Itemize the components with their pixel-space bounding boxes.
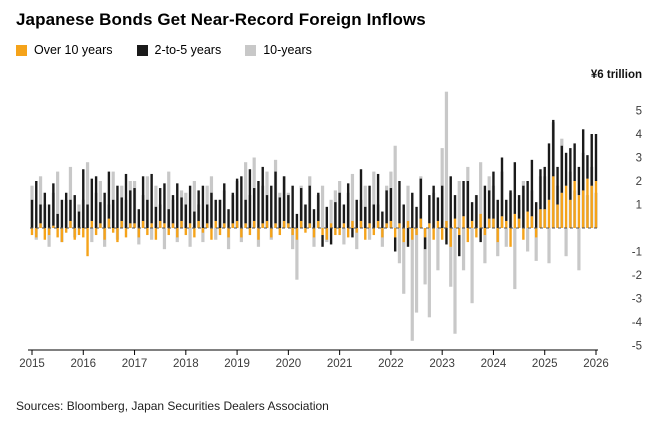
svg-text:2024: 2024 (481, 358, 507, 370)
svg-text:-2: -2 (632, 270, 642, 282)
svg-text:2017: 2017 (122, 358, 148, 370)
chart-legend: Over 10 years 2-to-5 years 10-years (16, 43, 312, 57)
legend-swatch-orange-icon (16, 44, 27, 56)
legend-label: 10-years (263, 43, 312, 57)
svg-text:-3: -3 (632, 294, 642, 306)
svg-text:2019: 2019 (224, 358, 250, 370)
svg-text:-4: -4 (632, 317, 643, 329)
chart-title: Japanese Bonds Get Near-Record Foreign I… (16, 10, 426, 29)
legend-item-over-10-years: Over 10 years (16, 43, 113, 57)
svg-text:5: 5 (636, 106, 642, 118)
svg-text:2016: 2016 (70, 358, 96, 370)
legend-swatch-gray-icon (245, 44, 257, 56)
svg-text:-5: -5 (632, 341, 642, 353)
bond-flows-bar-chart: 2015 2016 2017 2018 2019 2020 2021 2022 2023 2024… (19, 69, 643, 370)
svg-text:¥6 trillion: ¥6 trillion (591, 69, 642, 81)
legend-item-2-to-5-years: 2-to-5 years (136, 43, 222, 57)
svg-text:4: 4 (636, 129, 643, 141)
svg-text:3: 3 (636, 153, 642, 165)
legend-item-10-years: 10-years (245, 43, 312, 57)
svg-text:2023: 2023 (429, 358, 455, 370)
source-attribution: Sources: Bloomberg, Japan Securities Dea… (16, 399, 329, 413)
svg-text:2018: 2018 (173, 358, 199, 370)
svg-text:2021: 2021 (327, 358, 353, 370)
svg-text:-1: -1 (632, 247, 642, 259)
svg-text:2: 2 (636, 176, 642, 188)
svg-text:2025: 2025 (532, 358, 558, 370)
svg-text:2022: 2022 (378, 358, 404, 370)
svg-text:2026: 2026 (583, 358, 609, 370)
legend-label: Over 10 years (34, 43, 113, 57)
legend-swatch-black-icon (136, 44, 148, 56)
svg-text:2020: 2020 (276, 358, 302, 370)
svg-text:1: 1 (636, 200, 642, 212)
legend-label: 2-to-5 years (154, 43, 222, 57)
svg-text:2015: 2015 (19, 358, 45, 370)
